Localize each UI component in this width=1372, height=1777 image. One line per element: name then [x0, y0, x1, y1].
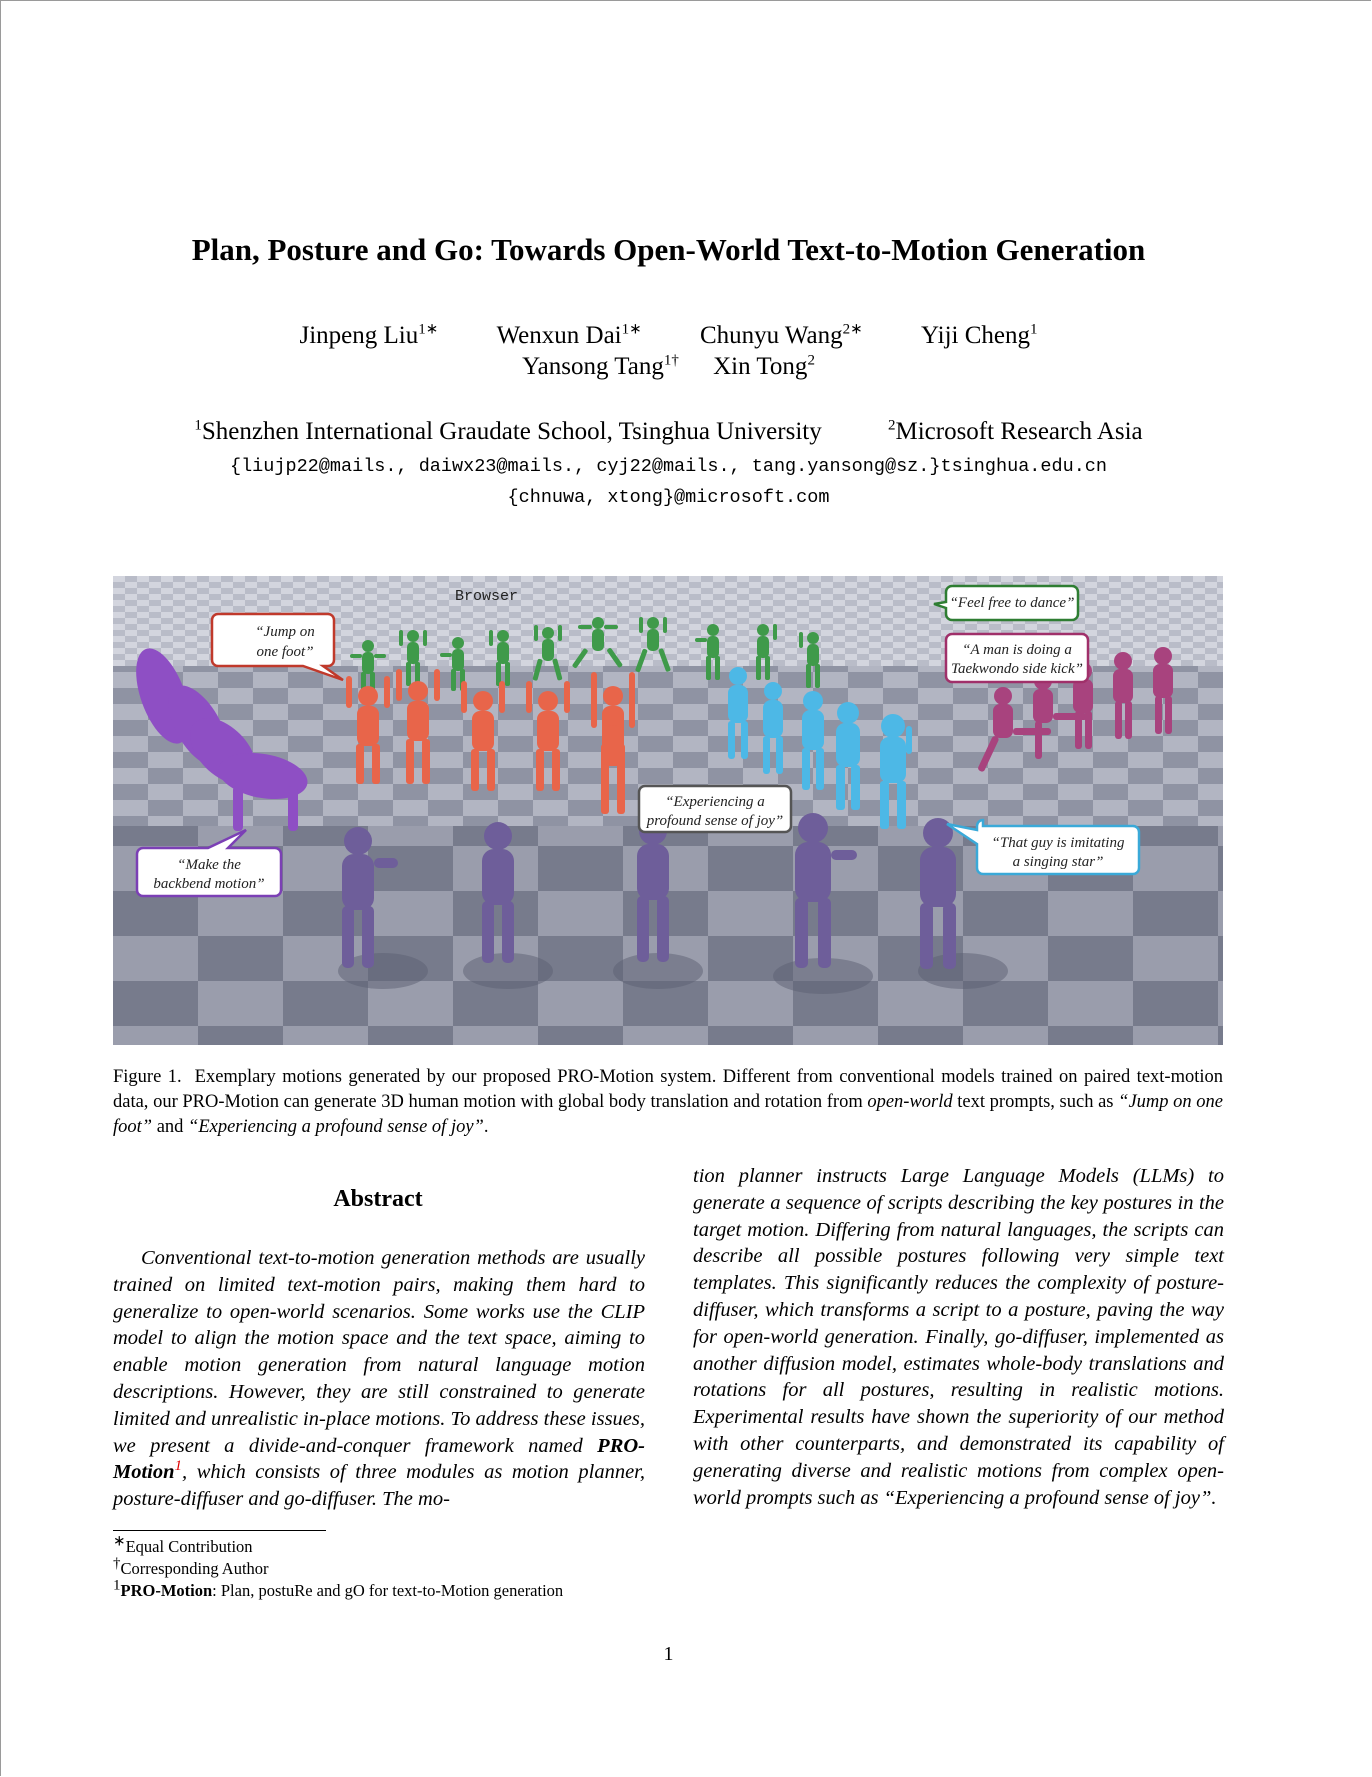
- violet-figure-group: [338, 813, 1008, 994]
- svg-text:profound sense of joy”: profound sense of joy”: [646, 813, 784, 829]
- abstract-left-column: Conventional text-to-motion generation m…: [113, 1247, 645, 1511]
- speech-bubble: “Feel free to dance”: [933, 584, 1080, 622]
- figure-caption: Figure 1. Exemplary motions generated by…: [113, 1067, 1224, 1137]
- speech-bubble: “Experiencing a profound sense of joy”: [637, 784, 793, 834]
- svg-text:“Experiencing a: “Experiencing a: [665, 794, 765, 810]
- svg-text:backbend motion”: backbend motion”: [153, 876, 264, 892]
- footnote: 1PRO-Motion: Plan, postuRe and gO for te…: [113, 1577, 564, 1600]
- author: Wenxun Dai1∗: [496, 321, 642, 349]
- paper-title: Plan, Posture and Go: Towards Open-World…: [191, 232, 1146, 267]
- author-line-1: Jinpeng Liu1∗ Wenxun Dai1∗ Chunyu Wang2∗…: [0, 322, 1337, 350]
- email-line-1: {liujp22@mails., daiwx23@mails., cyj22@m…: [229, 456, 1108, 477]
- orange-figure-group: [346, 669, 635, 814]
- page-number: 1: [663, 1643, 674, 1665]
- speech-bubble: “Make the backbend motion”: [135, 828, 283, 898]
- svg-text:“A man is doing a: “A man is doing a: [962, 642, 1072, 658]
- abstract-right-column: tion planner instructs Large Language Mo…: [693, 1165, 1224, 1509]
- browser-label: Browser: [455, 588, 518, 605]
- svg-text:a singing star”: a singing star”: [1013, 854, 1104, 870]
- email-line-2: {chnuwa, xtong}@microsoft.com: [507, 487, 830, 508]
- footnote: †Corresponding Author: [113, 1555, 269, 1578]
- speech-bubble: “That guy is imitating a singing star”: [946, 818, 1141, 876]
- footnotes: ∗Equal Contribution †Corresponding Autho…: [113, 1533, 673, 1602]
- svg-text:one foot”: one foot”: [256, 644, 313, 660]
- svg-text:“Jump on: “Jump on: [255, 624, 315, 640]
- speech-bubble: “A man is doing a Taekwondo side kick”: [944, 632, 1090, 684]
- affiliation: 2Microsoft Research Asia: [887, 417, 1143, 445]
- svg-text:“Feel free to dance”: “Feel free to dance”: [950, 595, 1075, 611]
- author-line-2: Yansong Tang1† Xin Tong2: [0, 353, 1337, 381]
- author: Yiji Cheng1: [920, 321, 1038, 349]
- blue-figure-group: [728, 667, 912, 829]
- method-name: PRO-Motion: [113, 1434, 645, 1484]
- affiliations: 1Shenzhen International Graudate School,…: [0, 418, 1337, 446]
- purple-figure-group: [136, 648, 308, 831]
- abstract-heading: Abstract: [333, 1186, 423, 1212]
- author: Yansong Tang1†: [522, 352, 679, 380]
- footnote-rule: [113, 1530, 326, 1531]
- footnote-link[interactable]: 1: [174, 1458, 183, 1475]
- footnote: ∗Equal Contribution: [113, 1533, 253, 1556]
- svg-text:Taekwondo side kick”: Taekwondo side kick”: [951, 661, 1083, 677]
- author: Chunyu Wang2∗: [699, 321, 863, 349]
- affiliation: 1Shenzhen International Graudate School,…: [194, 417, 822, 445]
- speech-bubble: “Jump on one foot”: [210, 612, 344, 682]
- svg-text:“That guy is imitating: “That guy is imitating: [992, 835, 1125, 851]
- author: Jinpeng Liu1∗: [299, 321, 439, 349]
- teaser-figure: Browser “Jump on one foot” “Feel free to…: [113, 576, 1223, 1045]
- author: Xin Tong2: [713, 352, 815, 380]
- svg-text:“Make the: “Make the: [177, 857, 241, 873]
